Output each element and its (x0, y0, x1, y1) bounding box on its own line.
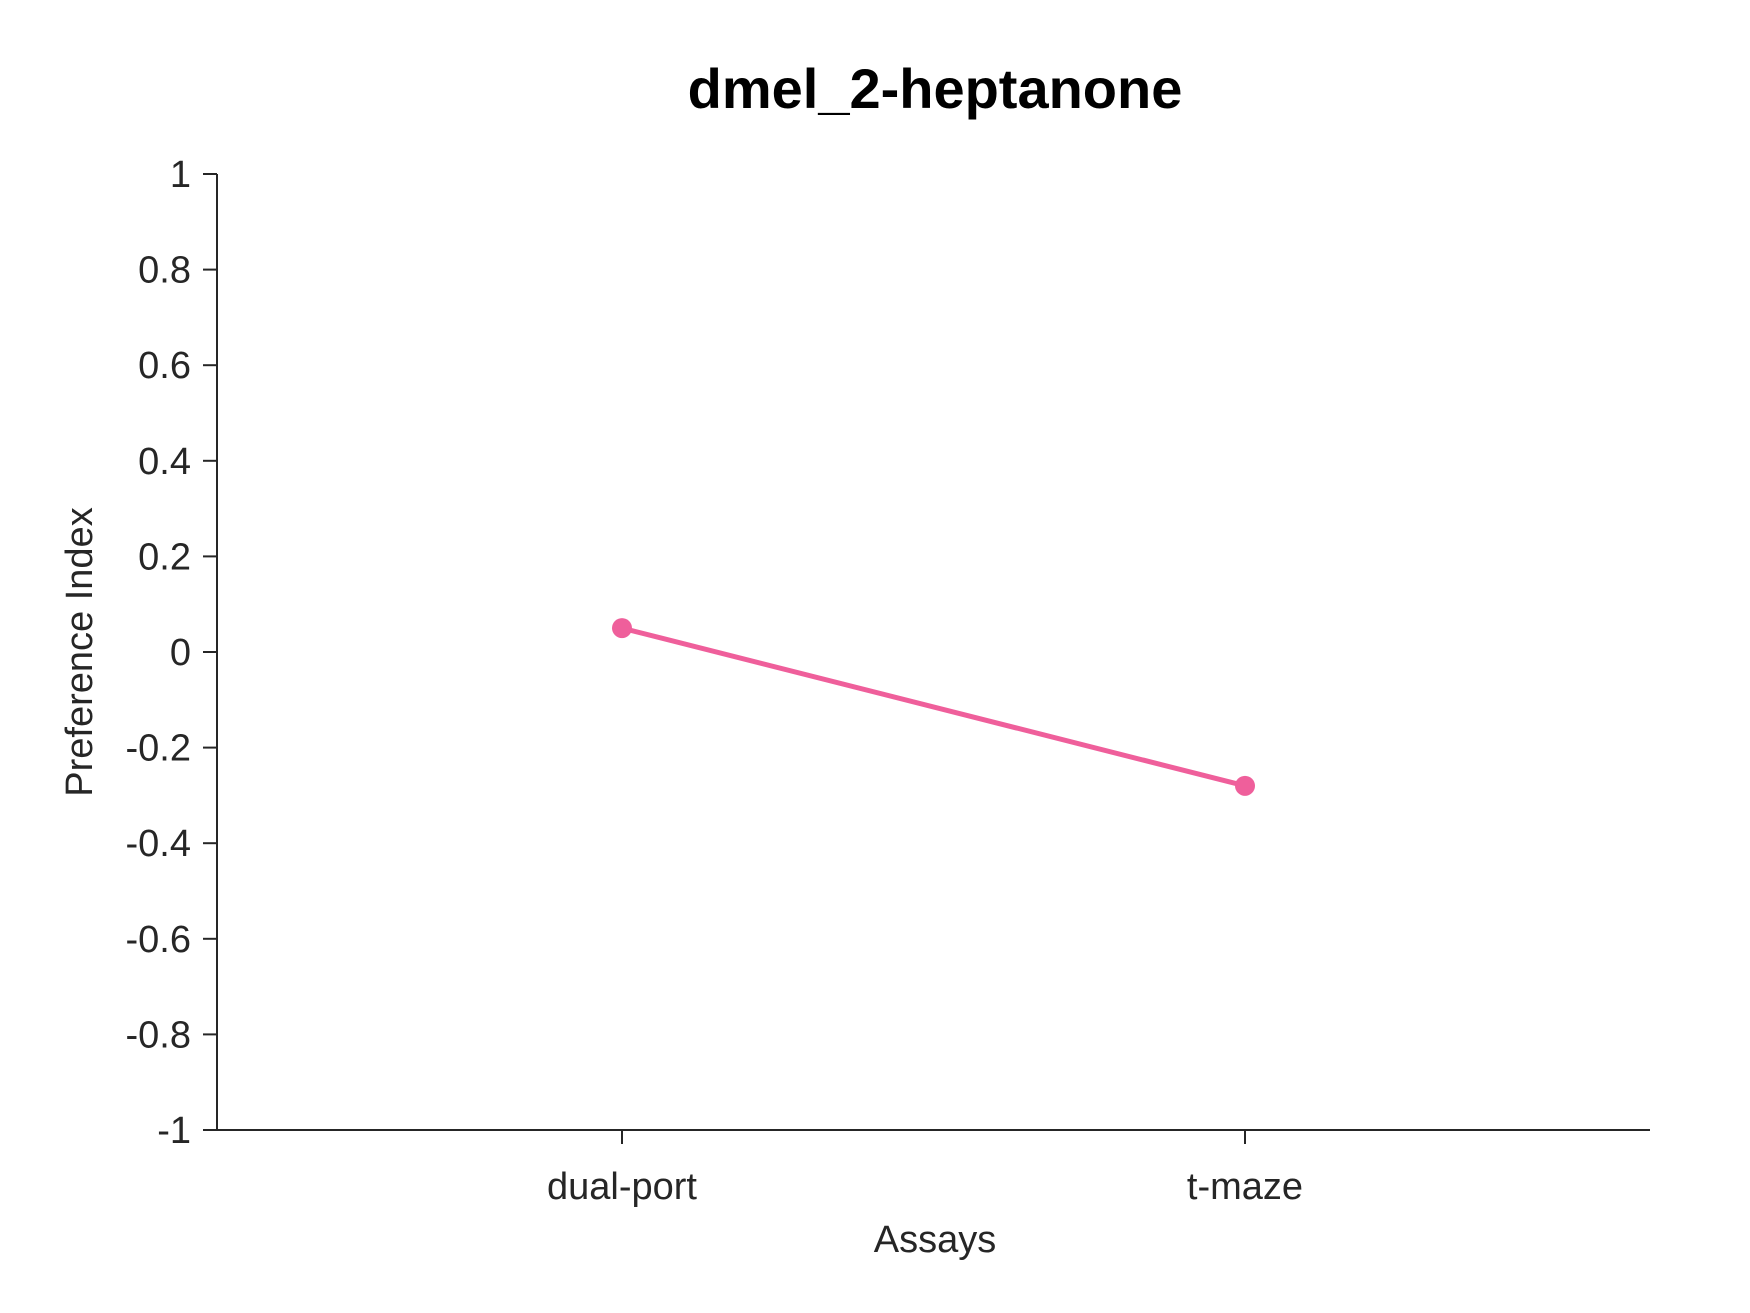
data-point (612, 618, 632, 639)
y-tick-label: 0.4 (138, 441, 191, 483)
y-tick-label: -0.6 (126, 919, 191, 961)
y-axis-ticks: 1 0.8 0.6 0.4 0.2 0 -0.2 -0.4 -0.6 -0.8 -1 (126, 154, 217, 1152)
x-tick-label: dual-port (547, 1166, 697, 1208)
y-tick-label: -1 (157, 1110, 191, 1152)
x-axis-label: Assays (874, 1219, 996, 1261)
y-tick-label: -0.2 (126, 728, 191, 770)
data-point (1235, 775, 1255, 796)
y-tick-label: 0.6 (138, 345, 191, 387)
x-tick-label: t-maze (1187, 1166, 1303, 1208)
series-line (621, 625, 1246, 789)
y-tick-label: 0.2 (138, 536, 191, 578)
y-axis-label: Preference Index (59, 507, 101, 796)
series-layer (612, 618, 1255, 796)
y-tick-label: 0 (170, 632, 191, 674)
x-axis-ticks: dual-port t-maze (547, 1130, 1303, 1208)
y-tick-label: 1 (170, 154, 191, 196)
y-tick-label: -0.4 (126, 823, 191, 865)
y-tick-label: -0.8 (126, 1014, 191, 1056)
y-tick-label: 0.8 (138, 250, 191, 292)
chart-title: dmel_2-heptanone (688, 57, 1183, 120)
